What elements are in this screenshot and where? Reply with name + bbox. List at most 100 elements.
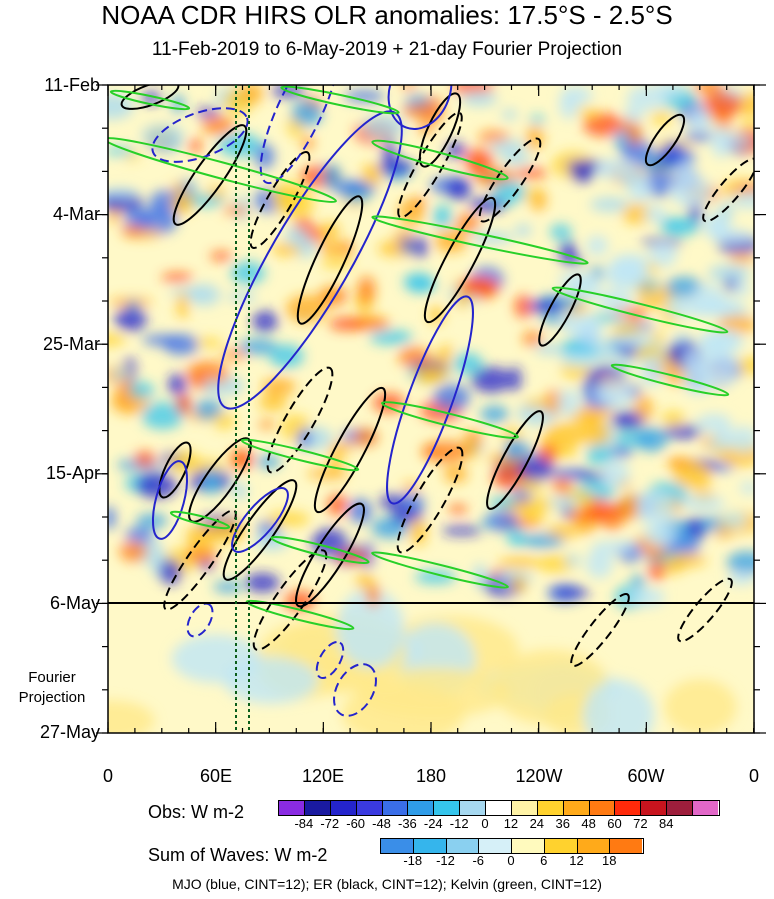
wave-contour <box>486 410 544 510</box>
anomaly-patch <box>614 334 657 347</box>
anomaly-patch <box>361 114 405 140</box>
colorbar-swatch <box>486 801 512 815</box>
anomaly-patch <box>665 553 707 567</box>
wave-contour <box>151 460 189 540</box>
colorbar-swatch <box>304 801 331 815</box>
colorbar-swatch <box>563 801 590 815</box>
anomaly-patch <box>664 679 737 733</box>
anomaly-patch <box>471 366 512 393</box>
anomaly-patch <box>361 163 382 187</box>
anomaly-patch <box>683 131 714 142</box>
anomaly-patch <box>501 154 532 166</box>
anomaly-patch <box>732 282 751 296</box>
anomaly-patch <box>661 410 685 427</box>
colorbar-swatch <box>667 801 693 815</box>
anomaly-patch <box>183 195 225 207</box>
y-tick-label: 11-Feb <box>44 75 100 95</box>
colorbar-swatch <box>511 801 538 815</box>
anomaly-patch <box>510 575 527 592</box>
colorbar-swatch <box>512 839 545 853</box>
colorbar-tick-label: 0 <box>481 816 489 831</box>
anomaly-patch <box>258 420 275 429</box>
wave-contour <box>538 273 582 347</box>
anomaly-patch <box>258 394 288 411</box>
anomaly-patch <box>202 379 220 395</box>
wave-contour <box>386 295 474 505</box>
anomaly-patch <box>327 494 348 516</box>
anomaly-patch <box>223 205 249 215</box>
anomaly-patch <box>369 329 413 345</box>
anomaly-patch <box>672 461 713 489</box>
anomaly-patch <box>608 445 634 458</box>
colorbar-swatch <box>381 839 414 853</box>
wave-contour <box>245 599 355 631</box>
wave-contour <box>371 139 509 181</box>
anomaly-patch <box>636 492 675 524</box>
anomaly-patch <box>217 132 262 157</box>
anomaly-patch <box>285 294 328 323</box>
anomaly-patch <box>401 85 417 91</box>
wave-contour <box>259 85 341 185</box>
anomaly-patch <box>505 437 520 462</box>
x-tick-label: 180 <box>415 766 447 786</box>
anomaly-patch <box>522 331 543 347</box>
anomaly-patch <box>489 139 527 155</box>
anomaly-patch <box>223 657 319 704</box>
wave-contour <box>108 136 337 204</box>
anomaly-patch <box>227 292 258 302</box>
wave-contour <box>249 150 311 250</box>
anomaly-patch <box>480 405 509 423</box>
wave-contour <box>396 446 464 554</box>
olr-anomaly-field <box>108 85 754 733</box>
anomaly-patch <box>610 410 644 431</box>
anomaly-patch <box>319 241 348 257</box>
colorbar-tick-label: 0 <box>507 853 515 868</box>
anomaly-patch <box>583 679 655 733</box>
anomaly-patch <box>478 130 510 144</box>
anomaly-patch <box>213 412 235 430</box>
anomaly-patch <box>205 468 218 495</box>
colorbar-tick-label: 12 <box>569 853 584 868</box>
colorbar-tick-label: -72 <box>320 816 340 831</box>
colorbar-tick-label: 72 <box>633 816 648 831</box>
anomaly-patch <box>527 299 565 314</box>
anomaly-patch <box>576 106 600 118</box>
anomaly-patch <box>322 163 341 189</box>
axis-ticks <box>96 84 766 734</box>
anomaly-patch <box>134 451 156 468</box>
anomaly-patch <box>681 299 716 317</box>
anomaly-patch <box>643 521 675 548</box>
colorbar-swatch <box>446 839 480 853</box>
colorbar-tick-label: 60 <box>607 816 622 831</box>
anomaly-patch <box>560 86 593 106</box>
anomaly-patch <box>213 581 244 593</box>
anomaly-patch <box>141 402 184 430</box>
anomaly-patch <box>514 167 548 179</box>
anomaly-patch <box>170 287 207 298</box>
anomaly-patch <box>284 590 316 612</box>
anomaly-patch <box>523 399 563 409</box>
wave-contour <box>702 157 754 223</box>
anomaly-patch <box>402 482 420 492</box>
wave-contour <box>280 85 400 115</box>
y-tick-label: 27-May <box>39 722 100 742</box>
anomaly-patch <box>644 205 667 223</box>
anomaly-patch <box>631 574 645 588</box>
anomaly-patch <box>455 289 470 308</box>
anomaly-patch <box>546 496 581 509</box>
anomaly-patch <box>596 377 636 407</box>
waves-colorbar <box>380 838 644 854</box>
anomaly-patch <box>459 277 499 295</box>
wave-contour <box>371 551 509 589</box>
anomaly-patch <box>480 518 496 528</box>
anomaly-patch <box>740 481 754 495</box>
anomaly-patch <box>441 526 483 536</box>
anomaly-patch <box>665 218 701 236</box>
colorbar-tick-label: -48 <box>372 816 391 831</box>
anomaly-patch <box>142 334 182 346</box>
anomaly-patch <box>464 148 495 170</box>
anomaly-patch <box>461 91 498 107</box>
colorbar-tick-label: -12 <box>436 853 455 868</box>
anomaly-patch <box>693 85 725 95</box>
wave-contour <box>570 593 630 667</box>
